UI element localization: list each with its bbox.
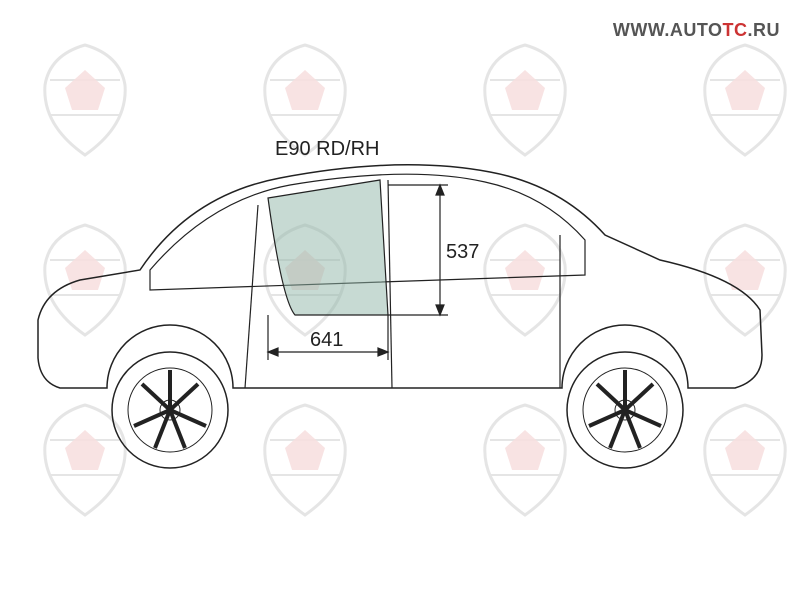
rear-wheel — [112, 352, 228, 468]
glass-diagram: E90 RD/RH — [0, 0, 800, 600]
dim-width-value: 641 — [310, 329, 343, 351]
dimension-height: 537 — [388, 185, 479, 315]
dimension-width: 641 — [268, 315, 388, 360]
rear-door-edge — [245, 205, 258, 388]
car-body-path — [38, 165, 762, 388]
front-wheel — [567, 352, 683, 468]
dim-height-value: 537 — [446, 241, 479, 263]
car-side-outline: 641 537 — [20, 140, 780, 480]
rear-right-door-glass — [268, 180, 388, 315]
